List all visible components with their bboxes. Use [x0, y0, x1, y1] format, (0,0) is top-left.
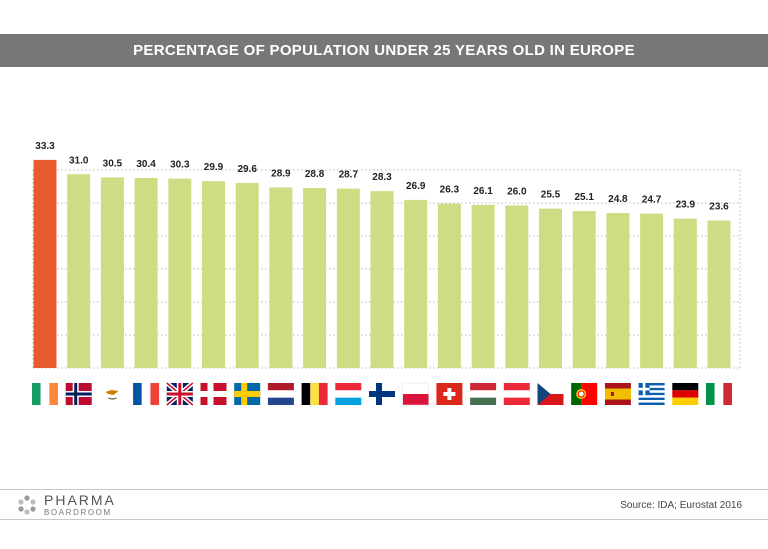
value-label: 28.7 — [339, 170, 359, 181]
bar-cyprus — [100, 177, 124, 368]
value-label: 26.0 — [507, 187, 527, 198]
bar-netherlands — [269, 187, 293, 368]
belgium-flag — [301, 383, 328, 405]
hungary-flag — [470, 383, 497, 405]
value-label: 28.3 — [372, 172, 392, 183]
value-label: 31.0 — [69, 155, 89, 166]
bar-sweden — [235, 183, 259, 368]
bar-france — [134, 178, 158, 368]
logo-main-text: PHARMA — [44, 492, 116, 508]
value-label: 28.8 — [305, 169, 325, 180]
italy-flag — [706, 383, 732, 405]
value-label: 30.4 — [136, 159, 156, 170]
value-label: 26.1 — [473, 186, 493, 197]
value-label: 23.6 — [709, 202, 729, 213]
denmark-flag — [200, 383, 227, 405]
value-label: 33.3 — [35, 141, 55, 152]
poland-flag — [402, 382, 429, 406]
bar-poland — [404, 199, 428, 368]
bar-austria — [505, 205, 529, 368]
bar-germany — [673, 218, 697, 368]
greece-flag — [638, 383, 665, 405]
bar-hungary — [471, 204, 495, 368]
bar-norway — [67, 174, 91, 368]
spain-flag — [604, 383, 631, 405]
value-label: 30.5 — [103, 158, 123, 169]
portugal-flag — [571, 383, 598, 405]
value-label: 24.8 — [608, 194, 628, 205]
value-label: 23.9 — [676, 200, 696, 211]
netherlands-flag — [267, 383, 294, 405]
ireland-flag — [32, 383, 58, 405]
bar-united-kingdom — [168, 178, 192, 368]
footer-divider-top — [0, 489, 768, 490]
source-note: Source: IDA; Eurostat 2016 — [620, 500, 742, 511]
germany-flag — [672, 383, 699, 405]
bar-czech-republic — [539, 208, 562, 368]
value-labels: 33.3 31.0 30.5 30.4 30.3 29.9 29.6 28.9 28.8 28.7… — [35, 141, 729, 213]
bar-belgium — [303, 188, 327, 368]
pharmaboardroom-logo: PHARMA BOARDROOM — [16, 493, 116, 517]
bar-greece — [640, 213, 664, 368]
logo-sub-text: BOARDROOM — [44, 508, 112, 517]
bar-spain — [606, 213, 630, 368]
value-label: 26.9 — [406, 181, 426, 192]
footer-divider-bottom — [0, 519, 768, 520]
value-label: 24.7 — [642, 195, 662, 206]
luxembourg-flag — [335, 383, 362, 405]
norway-flag — [65, 383, 92, 405]
chart-title: PERCENTAGE OF POPULATION UNDER 25 YEARS … — [0, 34, 768, 67]
finland-flag — [369, 383, 395, 405]
bar-italy — [707, 220, 731, 368]
sweden-flag — [234, 383, 261, 405]
value-label: 30.3 — [170, 160, 190, 171]
cyprus-flag — [99, 383, 126, 405]
flags — [32, 381, 732, 407]
value-label: 29.6 — [237, 164, 257, 175]
logo-dots-icon — [18, 495, 36, 515]
czech-flag — [537, 383, 564, 405]
bar-portugal — [572, 211, 596, 368]
value-label: 25.1 — [574, 192, 594, 203]
switzerland-flag — [436, 383, 463, 405]
bar-luxembourg — [336, 188, 360, 368]
value-label: 28.9 — [271, 168, 291, 179]
bar-finland — [370, 191, 394, 368]
value-label: 26.3 — [440, 185, 460, 196]
austria-flag — [503, 383, 530, 405]
uk-flag — [165, 381, 195, 407]
value-label: 25.5 — [541, 190, 561, 201]
bars — [33, 159, 731, 368]
bar-ireland — [33, 159, 57, 368]
bar-denmark — [202, 181, 225, 368]
bar-switzerland — [437, 203, 461, 368]
value-label: 29.9 — [204, 162, 224, 173]
france-flag — [133, 383, 160, 405]
